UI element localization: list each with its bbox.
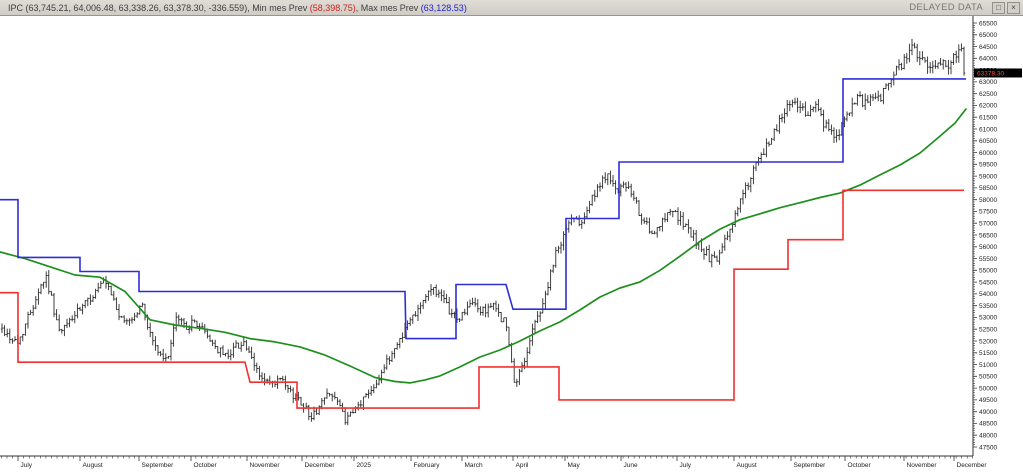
svg-text:November: November <box>907 462 938 469</box>
svg-text:65000: 65000 <box>979 32 997 39</box>
delayed-data-label: DELAYED DATA <box>909 2 983 13</box>
svg-text:60500: 60500 <box>979 138 997 145</box>
svg-text:September: September <box>142 462 175 469</box>
svg-text:October: October <box>848 462 872 469</box>
svg-text:July: July <box>680 462 692 469</box>
svg-text:52000: 52000 <box>979 338 997 345</box>
svg-text:49000: 49000 <box>979 409 997 416</box>
min-mes-prev-value: (58,398.75) <box>309 2 356 13</box>
min-mes-prev-step-line <box>0 189 964 409</box>
svg-text:February: February <box>414 462 441 469</box>
svg-text:50500: 50500 <box>979 374 997 381</box>
svg-text:64500: 64500 <box>979 44 997 51</box>
svg-text:57000: 57000 <box>979 221 997 228</box>
svg-text:61000: 61000 <box>979 126 997 133</box>
svg-text:64000: 64000 <box>979 56 997 63</box>
separator: , <box>355 2 361 13</box>
svg-text:56500: 56500 <box>979 232 997 239</box>
svg-text:57500: 57500 <box>979 209 997 216</box>
svg-text:June: June <box>624 462 638 469</box>
svg-text:55500: 55500 <box>979 256 997 263</box>
svg-text:48500: 48500 <box>979 421 997 428</box>
svg-text:58000: 58000 <box>979 197 997 204</box>
svg-text:56000: 56000 <box>979 244 997 251</box>
svg-text:December: December <box>305 462 336 469</box>
svg-text:53500: 53500 <box>979 303 997 310</box>
svg-text:May: May <box>568 462 581 469</box>
svg-text:59500: 59500 <box>979 162 997 169</box>
svg-text:2025: 2025 <box>357 462 372 469</box>
svg-text:November: November <box>250 462 281 469</box>
svg-text:62000: 62000 <box>979 103 997 110</box>
last-price-marker: 63378.30 <box>974 68 1022 78</box>
svg-text:61500: 61500 <box>979 115 997 122</box>
svg-text:63378.30: 63378.30 <box>977 70 1004 77</box>
close-icon[interactable]: × <box>1007 1 1020 14</box>
y-axis: 47500 48000 48500 49000 49500 50000 50500 51000… <box>972 16 997 456</box>
svg-text:September: September <box>794 462 827 469</box>
svg-text:63000: 63000 <box>979 79 997 86</box>
svg-text:March: March <box>465 462 483 469</box>
max-mes-prev-step-line <box>0 78 966 340</box>
svg-text:47500: 47500 <box>979 444 997 451</box>
svg-text:August: August <box>737 462 757 469</box>
restore-window-icon[interactable]: □ <box>992 1 1005 14</box>
svg-text:54000: 54000 <box>979 291 997 298</box>
svg-text:August: August <box>83 462 103 469</box>
svg-text:59000: 59000 <box>979 173 997 180</box>
svg-text:54500: 54500 <box>979 279 997 286</box>
svg-text:51000: 51000 <box>979 362 997 369</box>
ohlc-readout: IPC (63,745.21, 64,006.48, 63,338.26, 63… <box>8 2 253 13</box>
svg-text:55000: 55000 <box>979 268 997 275</box>
price-chart-canvas[interactable]: 47500 48000 48500 49000 49500 50000 50500 51000… <box>0 16 1023 473</box>
min-mes-prev-label: Min mes Prev <box>252 2 310 13</box>
svg-text:50000: 50000 <box>979 385 997 392</box>
svg-text:60000: 60000 <box>979 150 997 157</box>
svg-text:51500: 51500 <box>979 350 997 357</box>
svg-text:July: July <box>21 462 33 469</box>
x-axis: July August September October November Decemb… <box>0 455 988 469</box>
header-right: DELAYED DATA □ × <box>909 1 1020 14</box>
price-ohlc-bars <box>0 38 966 426</box>
max-mes-prev-label: Max mes Prev <box>360 2 421 13</box>
svg-text:58500: 58500 <box>979 185 997 192</box>
svg-text:October: October <box>194 462 218 469</box>
svg-text:49500: 49500 <box>979 397 997 404</box>
svg-text:65500: 65500 <box>979 20 997 27</box>
max-mes-prev-value: (63,128.53) <box>420 2 467 13</box>
instrument-summary: IPC (63,745.21, 64,006.48, 63,338.26, 63… <box>8 3 467 13</box>
svg-text:48000: 48000 <box>979 433 997 440</box>
svg-text:62500: 62500 <box>979 91 997 98</box>
svg-text:53000: 53000 <box>979 315 997 322</box>
moving-average-line <box>0 108 967 384</box>
chart-header: IPC (63,745.21, 64,006.48, 63,338.26, 63… <box>0 0 1023 16</box>
svg-text:December: December <box>957 462 988 469</box>
svg-text:April: April <box>516 462 530 469</box>
svg-text:52500: 52500 <box>979 327 997 334</box>
